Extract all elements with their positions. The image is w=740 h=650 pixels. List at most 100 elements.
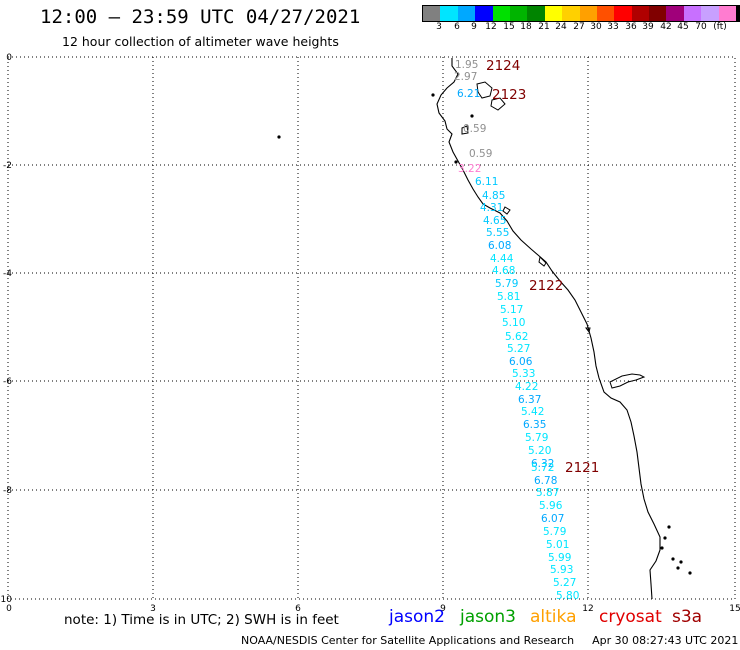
scale-label: 42 bbox=[660, 22, 672, 32]
island-dot bbox=[671, 557, 675, 561]
y-tick-label: -6 bbox=[3, 377, 12, 387]
x-tick-label: 6 bbox=[295, 604, 301, 614]
wave-height-value: 0.59 bbox=[463, 123, 486, 135]
wave-height-value: 5.79 bbox=[543, 526, 566, 538]
page-subtitle: 12 hour collection of altimeter wave hei… bbox=[62, 34, 339, 49]
y-tick-label: 0 bbox=[6, 53, 12, 63]
island-dot bbox=[667, 525, 671, 529]
scale-swatch bbox=[527, 6, 545, 21]
credit-text: NOAA/NESDIS Center for Satellite Applica… bbox=[241, 634, 575, 647]
track-label: 2121 bbox=[565, 460, 599, 476]
wave-height-value: 5.33 bbox=[512, 368, 535, 380]
track-label: 2124 bbox=[486, 58, 520, 74]
wave-height-value: 6.35 bbox=[523, 419, 546, 431]
legend-entry-jason3: jason3 bbox=[460, 607, 516, 627]
scale-swatch bbox=[544, 6, 563, 21]
coast-feature bbox=[585, 327, 591, 334]
legend-entry-s3a: s3a bbox=[672, 607, 703, 627]
x-tick-label: 12 bbox=[582, 604, 593, 614]
wave-height-value: 5.99 bbox=[548, 552, 571, 564]
scale-swatch bbox=[683, 6, 702, 21]
coast-feature bbox=[502, 206, 511, 215]
wave-height-value: 5.42 bbox=[521, 406, 544, 418]
coast-feature bbox=[476, 81, 493, 99]
scale-swatch bbox=[423, 6, 441, 21]
footnote: note: 1) Time is in UTC; 2) SWH is in fe… bbox=[64, 612, 339, 628]
wave-height-value: 6.37 bbox=[518, 394, 541, 406]
wave-height-value: 0.59 bbox=[469, 148, 492, 160]
timestamp: Apr 30 08:27:43 UTC 2021 bbox=[592, 634, 739, 647]
scale-swatch bbox=[614, 6, 632, 21]
scale-label: 36 bbox=[625, 22, 637, 32]
track-labels: 2124 2123 2122 2121 bbox=[486, 58, 599, 476]
coastline bbox=[277, 58, 692, 600]
wave-height-value: 4.68 bbox=[492, 265, 515, 277]
wave-height-value: 5.20 bbox=[528, 445, 551, 457]
scale-swatch bbox=[440, 6, 458, 21]
wave-height-value: 6.32 bbox=[531, 458, 554, 470]
scale-swatch bbox=[596, 6, 615, 21]
scale-label: 9 bbox=[471, 22, 477, 32]
scale-swatch bbox=[562, 6, 580, 21]
coast-feature bbox=[538, 255, 547, 267]
wave-height-value: 2.97 bbox=[454, 71, 477, 83]
island-dot bbox=[679, 560, 683, 564]
island-dot bbox=[431, 93, 435, 97]
scale-swatch bbox=[649, 6, 667, 21]
scale-swatch bbox=[718, 6, 737, 21]
wave-height-value: 6.08 bbox=[488, 240, 511, 252]
scale-swatch bbox=[457, 6, 476, 21]
wave-height-value: 6.06 bbox=[509, 356, 533, 368]
wave-height-value: 5.27 bbox=[507, 343, 530, 355]
coast-feature bbox=[609, 373, 646, 389]
scale-label: 21 bbox=[538, 22, 550, 32]
legend-entry-cryosat: cryosat bbox=[599, 607, 662, 627]
coastline-path bbox=[436, 58, 661, 600]
x-tick-label: 9 bbox=[440, 604, 446, 614]
scale-label: 27 bbox=[573, 22, 585, 32]
scale-swatch bbox=[666, 6, 684, 21]
scale-label: 30 bbox=[590, 22, 602, 32]
map-grid bbox=[7, 56, 736, 600]
scale-swatch bbox=[631, 6, 650, 21]
legend-entry-jason2: jason2 bbox=[389, 607, 445, 627]
x-tick-label: 3 bbox=[150, 604, 156, 614]
scale-swatch bbox=[701, 6, 719, 21]
wave-height-value: 4.44 bbox=[490, 253, 514, 265]
wave-height-value: 5.79 bbox=[495, 278, 518, 290]
island-dot bbox=[660, 546, 664, 550]
wave-height-value: 5.87 bbox=[536, 487, 559, 499]
track-label: 2123 bbox=[492, 87, 526, 103]
wave-height-value: 5.55 bbox=[486, 227, 509, 239]
island-dot bbox=[688, 571, 692, 575]
wave-height-values: 1.952.97 6.21 0.59 0.59 3.226.11 4.854.314.65… bbox=[454, 59, 579, 602]
wave-height-value: 5.96 bbox=[539, 500, 563, 512]
wave-height-value: 4.31 bbox=[480, 202, 503, 214]
credit-line: NOAA/NESDIS Center for Satellite Applica… bbox=[241, 634, 738, 647]
wave-height-value: 6.21 bbox=[457, 88, 480, 100]
wave-height-value: 5.01 bbox=[546, 539, 569, 551]
coast-feature bbox=[490, 97, 506, 111]
wave-height-value: 5.17 bbox=[500, 304, 523, 316]
wave-height-value: 1.95 bbox=[455, 59, 478, 71]
scale-label: 33 bbox=[607, 22, 619, 32]
scale-label: 6 bbox=[454, 22, 460, 32]
island-dot bbox=[663, 536, 667, 540]
color-scale-labels: 3 6 9 12 15 18 21 24 27 30 33 36 39 42 45 70 (ft) bbox=[422, 22, 732, 34]
wave-height-value: 6.11 bbox=[475, 176, 498, 188]
wave-height-value: 5.27 bbox=[553, 577, 576, 589]
color-scale-bar bbox=[422, 5, 740, 22]
map-frame bbox=[7, 56, 736, 600]
wave-height-value: 6.07 bbox=[541, 513, 564, 525]
scale-swatch bbox=[492, 6, 510, 21]
wave-height-value: 4.22 bbox=[515, 381, 538, 393]
island-dot bbox=[454, 160, 458, 164]
y-tick-label: -2 bbox=[3, 161, 12, 171]
track-label: 2122 bbox=[529, 278, 563, 294]
island-dot bbox=[676, 566, 680, 570]
scale-label: 12 bbox=[485, 22, 497, 32]
y-tick-label: -8 bbox=[3, 486, 12, 496]
scale-label: 39 bbox=[642, 22, 654, 32]
legend-entry-altika: altika bbox=[530, 607, 577, 627]
